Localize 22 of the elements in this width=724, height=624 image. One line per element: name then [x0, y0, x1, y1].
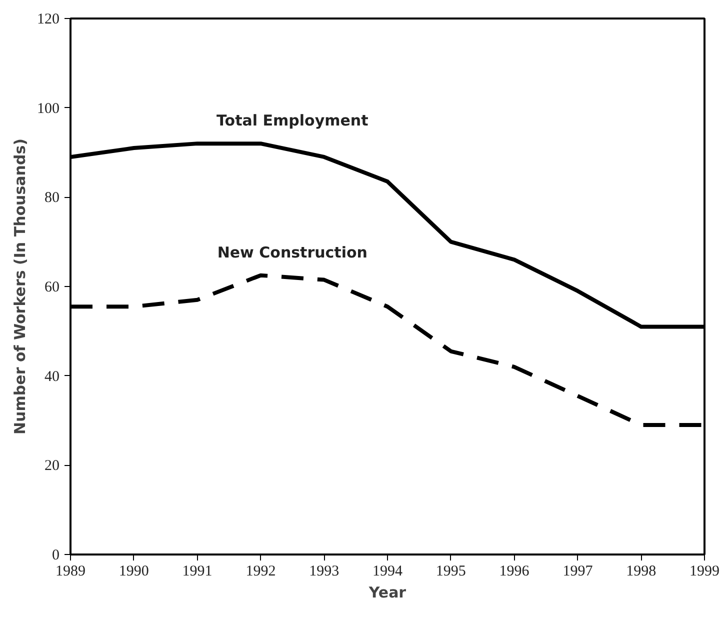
- x-tick-label: 1997: [562, 564, 594, 580]
- y-tick-label: 100: [37, 100, 60, 117]
- x-tick-label: 1996: [499, 564, 530, 580]
- series-label: New Construction: [217, 243, 368, 262]
- x-tick-label: 1995: [436, 564, 466, 580]
- x-tick-label: 1989: [56, 564, 86, 580]
- x-axis-title: Year: [368, 584, 407, 602]
- y-tick-label: 80: [44, 190, 60, 206]
- x-tick-label: 1991: [182, 564, 212, 580]
- x-tick-label: 1990: [118, 564, 149, 580]
- y-axis-title: Number of Workers (In Thousands): [11, 138, 29, 434]
- x-tick-label: 1992: [246, 564, 276, 580]
- y-tick-label: 0: [52, 548, 60, 564]
- x-tick-label: 1998: [626, 564, 656, 580]
- y-tick-label: 120: [37, 12, 60, 28]
- x-tick-label: 1994: [372, 564, 403, 580]
- y-tick-label: 60: [44, 280, 60, 296]
- series-label: Total Employment: [216, 112, 368, 130]
- x-tick-label: 1999: [690, 564, 720, 580]
- y-tick-label: 40: [44, 368, 60, 385]
- x-tick-label: 1993: [309, 564, 340, 580]
- y-tick-label: 20: [44, 458, 60, 474]
